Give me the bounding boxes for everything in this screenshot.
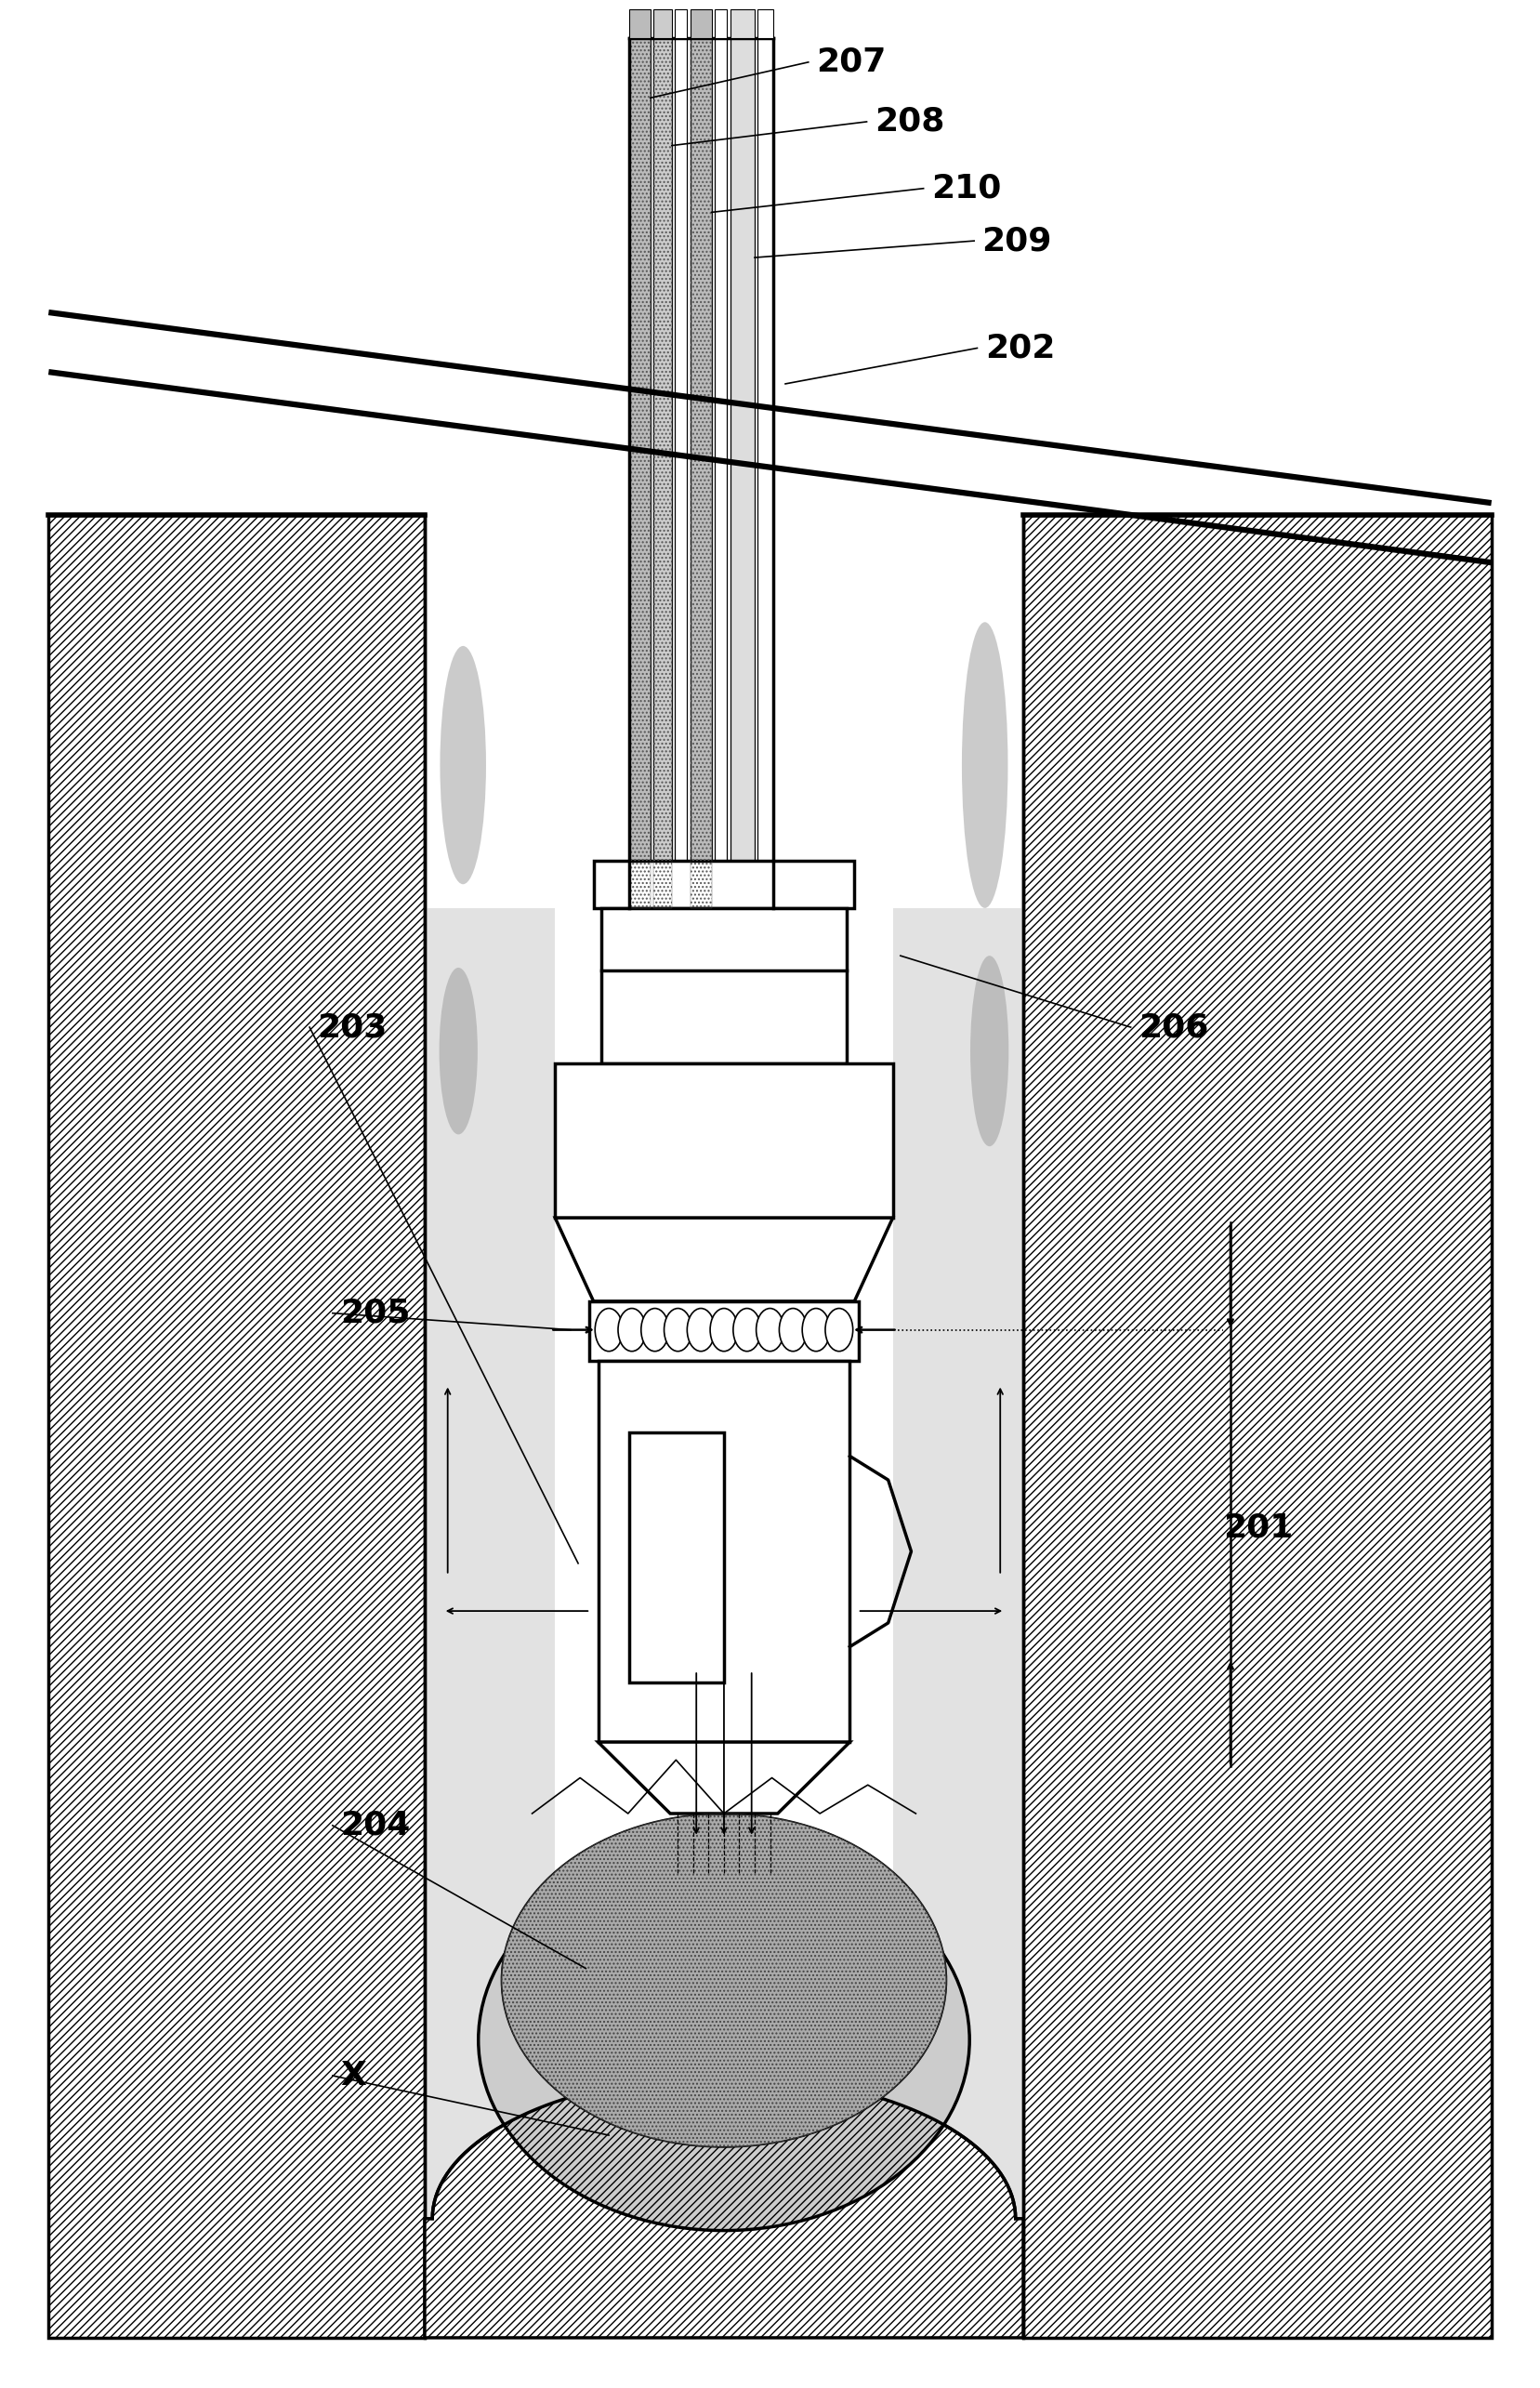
Circle shape [618, 1309, 645, 1352]
Circle shape [802, 1309, 830, 1352]
Bar [690, 38, 711, 907]
Text: 207: 207 [816, 45, 885, 79]
Polygon shape [425, 2075, 1023, 2338]
Bar [628, 38, 650, 907]
Ellipse shape [440, 645, 487, 884]
Circle shape [825, 1309, 853, 1352]
Bar [690, 10, 711, 38]
Bar [758, 38, 773, 907]
Bar [715, 38, 727, 907]
Ellipse shape [970, 955, 1009, 1146]
Bar [49, 516, 425, 2338]
Bar [425, 907, 554, 2338]
Circle shape [641, 1309, 668, 1352]
Bar [598, 1361, 850, 1743]
Bar [588, 1301, 859, 1361]
Bar [730, 38, 755, 907]
Bar [593, 860, 855, 907]
Circle shape [733, 1309, 761, 1352]
Bar [1023, 516, 1491, 2338]
Circle shape [710, 1309, 738, 1352]
Bar [554, 1063, 893, 1218]
Text: 208: 208 [875, 105, 944, 139]
Ellipse shape [439, 967, 477, 1134]
Polygon shape [554, 1218, 893, 1301]
Text: 203: 203 [317, 1013, 387, 1044]
Bar [758, 10, 773, 38]
Bar [675, 10, 687, 38]
Text: 210: 210 [932, 172, 1001, 205]
Bar [653, 38, 671, 907]
Bar [675, 38, 687, 907]
Circle shape [594, 1309, 622, 1352]
Ellipse shape [502, 1812, 947, 2147]
Circle shape [756, 1309, 784, 1352]
Bar [1023, 516, 1491, 2338]
Circle shape [687, 1309, 715, 1352]
Bar [628, 38, 650, 907]
Bar [653, 38, 671, 907]
Text: 206: 206 [1138, 1013, 1209, 1044]
Text: 201: 201 [1223, 1512, 1292, 1543]
Text: 209: 209 [983, 224, 1052, 256]
Polygon shape [598, 1743, 850, 1812]
Text: 205: 205 [340, 1297, 410, 1330]
Bar [715, 10, 727, 38]
Bar [893, 907, 1023, 2338]
Bar [628, 10, 650, 38]
Ellipse shape [962, 623, 1007, 907]
Bar [653, 10, 671, 38]
Bar [628, 1433, 724, 1684]
Circle shape [779, 1309, 807, 1352]
Bar [690, 38, 711, 907]
Text: X: X [340, 2061, 367, 2092]
Bar [601, 907, 847, 1063]
Bar [730, 10, 755, 38]
Text: 202: 202 [986, 332, 1055, 363]
Circle shape [664, 1309, 691, 1352]
Bar [49, 516, 425, 2338]
Ellipse shape [479, 1848, 970, 2230]
Text: 204: 204 [340, 1810, 410, 1841]
